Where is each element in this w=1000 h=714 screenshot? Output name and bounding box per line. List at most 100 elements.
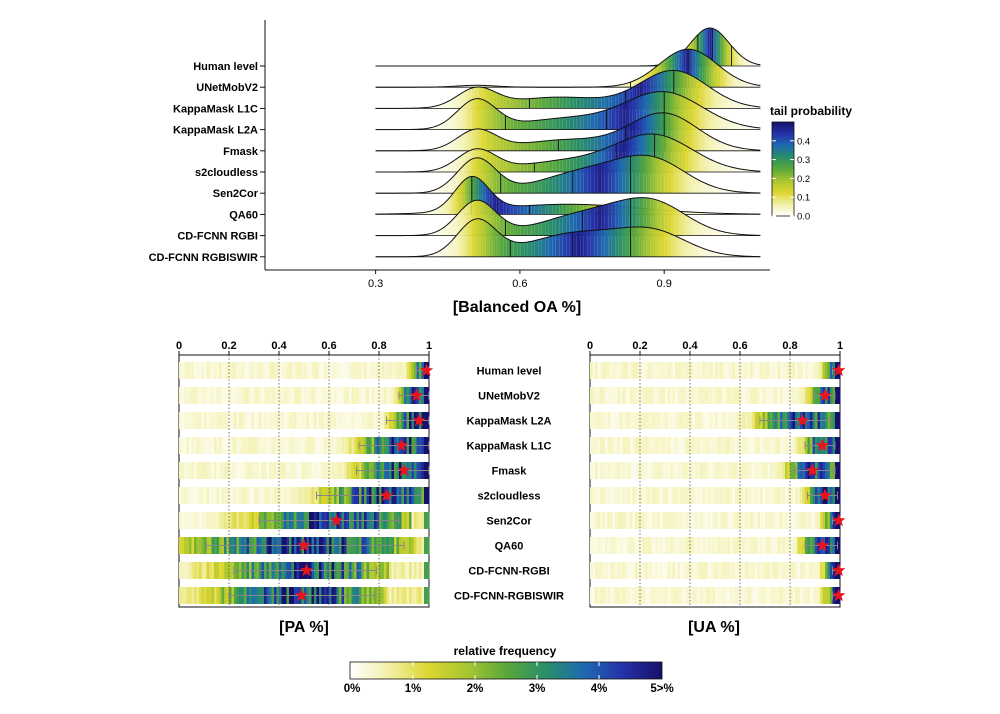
pa-strip-bin (349, 362, 352, 379)
ua-strip-bin (705, 437, 708, 454)
pa-strip-bin (251, 512, 255, 529)
ridge-fill-slice (452, 217, 455, 236)
ridge-fill-slice (529, 163, 532, 172)
pa-strip-bin (271, 362, 275, 379)
ridge-row: KappaMask L1C (173, 69, 761, 115)
ua-strip-bin (667, 512, 671, 529)
ridge-fill-slice (662, 202, 665, 236)
ridge-fill-slice (510, 222, 513, 236)
ua-strip-bin (785, 437, 788, 454)
pa-strip-bin (351, 437, 355, 454)
ridge-fill-slice (494, 194, 497, 215)
ua-strip-bin (705, 487, 708, 504)
ridge-fill-slice (625, 227, 628, 257)
pa-strip-bin (406, 512, 410, 529)
ridge-fill-slice (602, 134, 605, 151)
ua-strip-bin (815, 587, 818, 604)
ua-strip-bin (655, 362, 658, 379)
ridge-fill-slice (510, 97, 513, 109)
ridge-fill-slice (683, 144, 686, 172)
ua-strip-bin (615, 437, 618, 454)
pa-strip-bin (339, 412, 342, 429)
pa-strip-bin (244, 412, 247, 429)
ua-strip-bin (755, 387, 758, 404)
ua-strip-bin (687, 512, 691, 529)
ridge-fill-slice (590, 137, 593, 151)
pa-strip-bin (221, 462, 225, 479)
ua-strip-bin (695, 362, 698, 379)
relative-frequency-legend: relative frequency 0% 1% 2% 3% 4% 5>% (344, 644, 674, 695)
ridge-fill-slice (709, 111, 712, 130)
ua-strip-bin (595, 412, 598, 429)
ua-strip-bin (760, 487, 763, 504)
ridge-fill-slice (620, 157, 623, 194)
ridge-fill-slice (592, 137, 595, 151)
ridge-fill-slice (555, 234, 558, 257)
ridge-fill-slice (443, 165, 446, 172)
pa-strip-bin (304, 412, 307, 429)
model-label: Sen2Cor (486, 516, 532, 528)
ua-strip-bin (647, 437, 651, 454)
ridge-fill-slice (599, 97, 602, 109)
ridge-fill-slice (723, 143, 726, 151)
ridge-fill-slice (574, 138, 577, 151)
ridge-fill-slice (540, 162, 542, 172)
ridge-fill-slice (608, 229, 610, 257)
ridge-fill-slice (463, 104, 465, 130)
ridge-fill-slice (697, 79, 700, 109)
pa-strip-bin (224, 462, 227, 479)
pa-strip-bin (324, 462, 327, 479)
ua-strip-bin (742, 562, 746, 579)
pa-strip-bin (346, 387, 350, 404)
ridge-fill-slice (436, 188, 439, 194)
model-label: Human level (477, 366, 542, 378)
ridge-fill-slice (581, 115, 584, 130)
ua-strip-bin (760, 387, 763, 404)
ridge-fill-slice (608, 160, 610, 194)
ua-strip-bin (692, 487, 696, 504)
pa-strip-bin (194, 512, 197, 529)
ua-strip-bin (752, 537, 756, 554)
ridge-fill-slice (531, 163, 534, 172)
ridge-fill-slice (571, 213, 574, 236)
ridge-fill-slice (524, 98, 527, 109)
ridge-fill-slice (562, 139, 565, 151)
ridge-fill-slice (606, 229, 609, 257)
ua-strip-bin (697, 487, 701, 504)
ridge-fill-slice (508, 221, 511, 236)
pa-strip-bin (229, 387, 232, 404)
ridge-fill-slice (744, 81, 747, 88)
ridge-fill-slice (484, 220, 486, 257)
ua-strip-bin (735, 362, 738, 379)
ridge-fill-slice (590, 113, 593, 130)
ua-strip-bin (615, 562, 618, 579)
ridge-fill-slice (672, 139, 675, 172)
ua-strip-bin (782, 512, 786, 529)
ua-strip-bin (675, 412, 678, 429)
ridge-fill-slice (550, 204, 553, 215)
ua-strip-bin (767, 562, 771, 579)
ua-strip-bin (650, 487, 653, 504)
pa-strip-bin (209, 512, 212, 529)
ridge-fill-slice (704, 108, 707, 130)
ridge-fill-slice (720, 141, 722, 151)
ua-strip-bin (652, 437, 656, 454)
pa-strip-bin (216, 587, 220, 604)
ua-strip-bin (612, 362, 616, 379)
ridge-fill-slice (720, 163, 722, 172)
ua-strip-bin (717, 487, 721, 504)
ridge-fill-slice (459, 107, 462, 130)
ua-strip-bin (780, 587, 783, 604)
pa-strip-bin (221, 412, 225, 429)
ua-strip-bin (750, 562, 753, 579)
ridge-fill-slice (734, 100, 736, 109)
ridge-fill-slice (498, 156, 500, 172)
ua-strip-bin (737, 487, 741, 504)
ridge-fill-slice (686, 241, 689, 257)
ua-strip-bin (690, 437, 693, 454)
ua-strip-bin (732, 412, 736, 429)
ua-strip-bin (742, 387, 746, 404)
ua-strip-bin (590, 562, 593, 579)
ua-strip-bin (715, 437, 718, 454)
